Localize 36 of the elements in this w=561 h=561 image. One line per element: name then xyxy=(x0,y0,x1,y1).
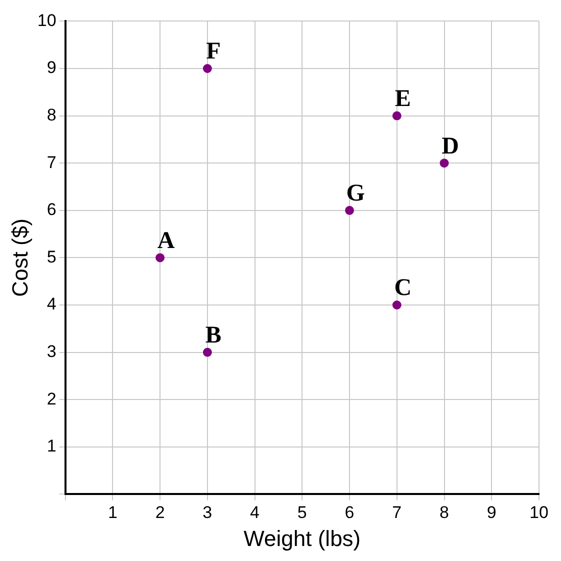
x-tick-label: 6 xyxy=(344,503,354,522)
annotation: G xyxy=(346,180,366,207)
annotation: B xyxy=(205,322,222,349)
annotation: C xyxy=(394,275,412,302)
point xyxy=(345,206,354,215)
annotation: A xyxy=(157,228,176,254)
y-tick-label: 8 xyxy=(46,105,56,124)
x-tick-label: 1 xyxy=(108,503,118,522)
point xyxy=(392,111,402,120)
y-tick-label: 10 xyxy=(37,10,56,30)
x-tick-label: 5 xyxy=(297,503,307,522)
point xyxy=(156,253,165,262)
y-tick-label: 5 xyxy=(46,247,56,266)
x-tick-label: 4 xyxy=(250,503,260,522)
point xyxy=(440,158,449,168)
annotation: D xyxy=(442,133,459,160)
x-tick-label: 9 xyxy=(486,503,496,522)
x-tick-label: 10 xyxy=(530,503,548,522)
y-tick-label: 7 xyxy=(46,152,56,172)
y-axis-title: Cost ($) xyxy=(7,218,32,297)
x-tick-label: 8 xyxy=(440,503,449,522)
x-axis-title: Weight (lbs) xyxy=(244,526,361,551)
y-tick-label: 4 xyxy=(46,294,56,314)
point xyxy=(202,348,212,357)
annotation: F xyxy=(206,38,221,65)
y-tick-label: 9 xyxy=(46,58,56,78)
y-tick-label: 1 xyxy=(46,436,56,456)
y-tick-label: 3 xyxy=(46,342,56,361)
annotation: E xyxy=(394,86,411,112)
point xyxy=(392,300,402,310)
x-tick-label: 2 xyxy=(155,503,165,522)
x-tick-label: 3 xyxy=(202,503,212,522)
x-tick-label: 7 xyxy=(392,503,402,522)
y-tick-label: 2 xyxy=(46,389,56,408)
point xyxy=(202,64,212,73)
y-tick-label: 6 xyxy=(46,200,56,220)
